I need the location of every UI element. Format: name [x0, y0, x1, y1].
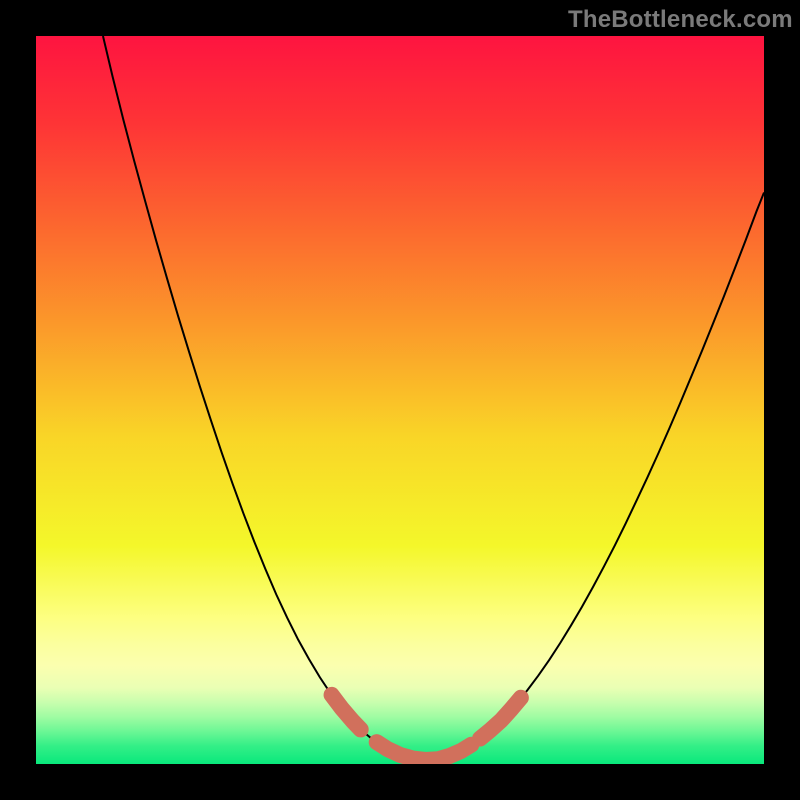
chart-svg: [36, 36, 764, 764]
chart-background: [36, 36, 764, 764]
chart-frame: [36, 36, 764, 764]
bottleneck-curve-chart: [36, 36, 764, 764]
watermark-text: TheBottleneck.com: [568, 6, 793, 34]
